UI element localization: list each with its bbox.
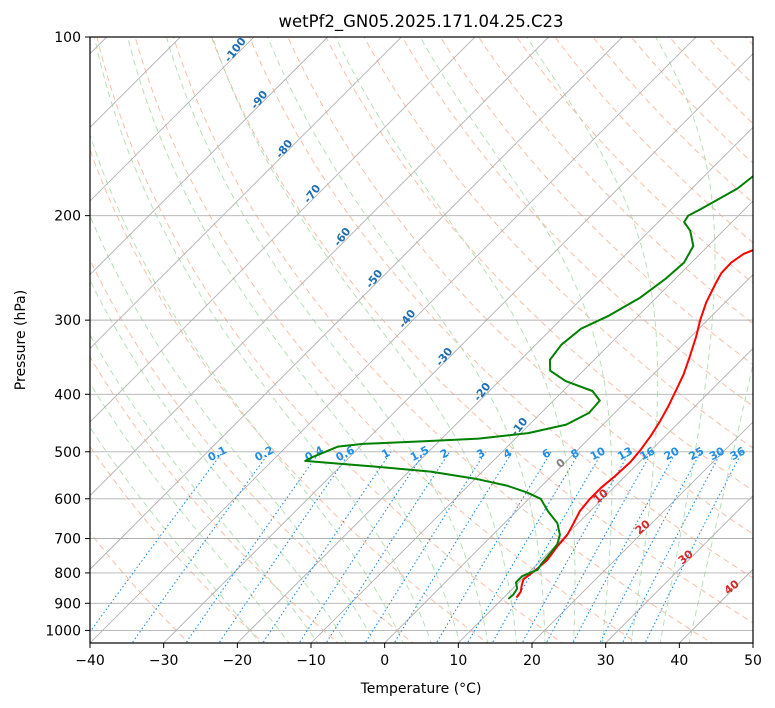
mixing-ratio-line — [599, 451, 702, 643]
y-tick-label: 1000 — [45, 623, 81, 639]
dry-adiabat — [630, 37, 753, 164]
y-axis-label: Pressure (hPa) — [13, 290, 29, 390]
mixing-ratio-line — [364, 451, 487, 643]
y-tick-label: 800 — [54, 566, 81, 582]
dry-adiabat — [90, 258, 414, 643]
plot-frame — [89, 36, 754, 644]
y-tick-label: 900 — [54, 596, 81, 612]
dry-adiabat — [439, 37, 753, 366]
mixing-ratio-label: 13 — [615, 444, 635, 463]
series-layer — [304, 174, 753, 600]
isotherm — [90, 37, 403, 349]
isotherm — [90, 37, 255, 202]
y-tick-label: 200 — [54, 209, 81, 225]
mixing-ratio-line — [185, 451, 321, 643]
isotherm — [310, 200, 753, 643]
dry-adiabat — [96, 37, 564, 643]
y-axis: 100 200 300 400 500 600 700 800 900 1000 — [45, 30, 90, 639]
dry-adiabat — [249, 37, 753, 579]
y-tick-label: 100 — [54, 30, 81, 46]
x-tick-label: 10 — [449, 653, 467, 669]
isotherm — [383, 274, 753, 643]
mixing-ratio-label: 16 — [638, 444, 658, 463]
x-tick-label: −30 — [149, 653, 179, 669]
isotherm — [457, 347, 753, 643]
dry-adiabat — [172, 37, 713, 643]
y-tick-label: 400 — [54, 387, 81, 403]
background-lines — [90, 37, 753, 643]
x-tick-label: −20 — [223, 653, 253, 669]
y-tick-label: 600 — [54, 492, 81, 508]
y-tick-label: 700 — [54, 532, 81, 548]
mixing-ratio-line — [621, 451, 722, 643]
mixing-ratio-line — [466, 451, 581, 643]
mixing-ratio-line — [218, 451, 351, 643]
mixing-ratio-line — [262, 451, 392, 643]
moist-adiabat — [90, 214, 376, 643]
mixing-ratio-line — [572, 451, 677, 643]
y-tick-label: 300 — [54, 313, 81, 329]
mixing-ratio-line — [644, 451, 743, 643]
x-axis-label: Temperature (°C) — [360, 681, 482, 697]
x-tick-label: −40 — [75, 653, 105, 669]
dry-adiabat — [287, 37, 753, 535]
dry-adiabat — [325, 37, 753, 492]
isotherm — [604, 494, 753, 643]
dewpoint-profile — [304, 174, 753, 600]
x-axis: −40 −30 −20 −10 0 10 20 30 40 50 — [75, 643, 762, 669]
dry-adiabat — [90, 148, 489, 643]
x-tick-label: 30 — [597, 653, 615, 669]
isotherm — [90, 37, 476, 423]
mixing-ratio-line — [131, 451, 271, 643]
mixing-ratio-line — [298, 451, 426, 643]
isotherm — [90, 37, 550, 497]
x-tick-label: 50 — [744, 653, 762, 669]
dry-adiabat — [554, 37, 753, 244]
mixing-ratio-label: 25 — [687, 444, 707, 463]
mixing-ratio-label: 20 — [662, 444, 682, 463]
dry-adiabat — [592, 37, 753, 204]
mixing-ratio-line — [90, 451, 224, 633]
mixing-ratio-label: 10 — [588, 444, 608, 463]
dry-adiabat — [477, 37, 753, 325]
isotherm — [90, 37, 329, 276]
isotherm — [162, 53, 753, 643]
x-tick-label: 40 — [670, 653, 688, 669]
x-tick-label: −10 — [296, 653, 326, 669]
temperature-profile — [515, 249, 753, 599]
mixing-ratio-label: 30 — [707, 444, 727, 463]
dry-adiabat — [90, 355, 340, 643]
isotherm — [90, 37, 624, 570]
mixing-ratio-label: 36 — [728, 444, 748, 463]
isotherm — [531, 421, 753, 643]
mixing-ratio-line — [325, 451, 451, 643]
chart-title: wetPf2_GN05.2025.171.04.25.C23 — [279, 12, 564, 32]
mixing-ratio-line — [393, 451, 513, 643]
plot-area: 0.1 0.2 0.4 0.6 1 1.5 2 3 4 6 8 10 13 16 20 25 30 36-100-… — [90, 37, 753, 643]
dry-adiabat — [363, 37, 753, 449]
x-tick-label: 0 — [380, 653, 389, 669]
mixing-ratio-line — [491, 451, 603, 643]
dry-adiabat — [401, 37, 753, 407]
x-tick-label: 20 — [523, 653, 541, 669]
isotherm — [90, 37, 697, 643]
y-tick-label: 500 — [54, 445, 81, 461]
dry-adiabat — [90, 445, 265, 643]
